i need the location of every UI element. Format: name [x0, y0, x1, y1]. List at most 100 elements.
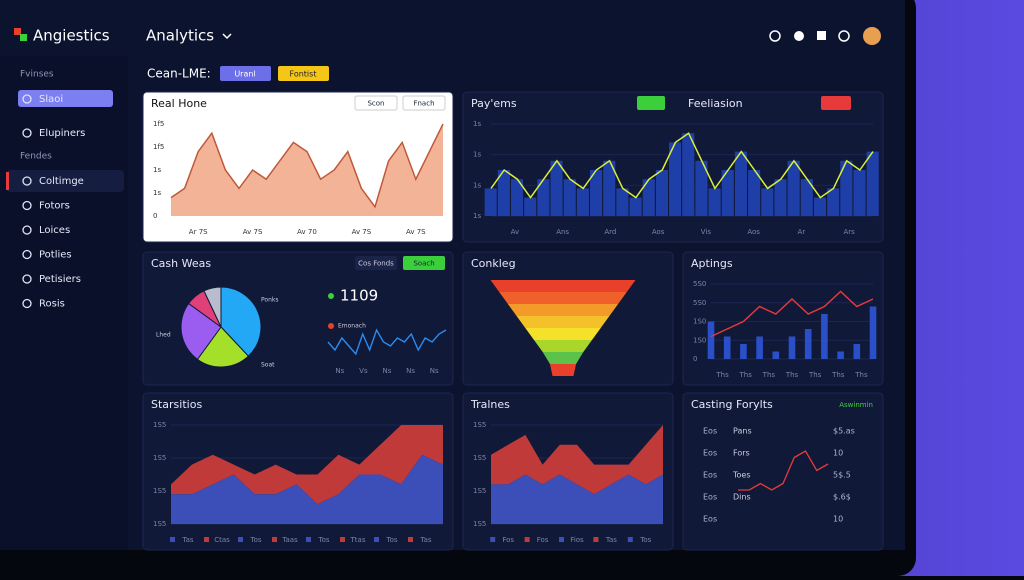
panel-button[interactable]: [403, 256, 445, 270]
pie-slice: [196, 326, 250, 368]
chip-label[interactable]: Uranl: [234, 70, 255, 79]
panel: [682, 251, 884, 386]
y-tick-label: 1S5: [473, 487, 486, 495]
bar: [869, 306, 877, 359]
x-tick-label: Ths: [785, 371, 799, 379]
panel-button-label[interactable]: Fnach: [413, 100, 434, 108]
bar: [629, 197, 642, 216]
section-title[interactable]: Analytics: [146, 27, 214, 45]
bar: [682, 133, 695, 216]
search-icon[interactable]: [769, 30, 781, 42]
legend-swatch: [204, 537, 209, 542]
sidebar-item[interactable]: Loices: [39, 225, 70, 236]
x-tick-label: Ns: [383, 367, 392, 375]
legend-swatch: [490, 537, 496, 542]
y-tick-label: 1f5: [153, 120, 164, 128]
sidebar-item[interactable]: Rosis: [39, 299, 65, 310]
bar: [827, 188, 840, 216]
bar: [590, 170, 603, 216]
bar: [669, 142, 682, 216]
bar: [787, 160, 800, 216]
sidebar-item[interactable]: Potlies: [39, 250, 72, 261]
avatar[interactable]: [863, 27, 881, 45]
x-tick-label: Tos: [385, 536, 397, 544]
panel-button-label[interactable]: Cos Fonds: [358, 260, 394, 268]
bar: [510, 179, 524, 216]
panel-title: Cash Weas: [151, 257, 211, 270]
funnel-band: [516, 316, 610, 328]
sidebar-item[interactable]: Slaoi: [39, 94, 63, 105]
funnel-band: [534, 340, 592, 352]
pie-label: Soat: [261, 362, 275, 369]
pie-slice: [220, 286, 262, 357]
bar: [756, 336, 763, 359]
table-cell: Eos: [703, 449, 717, 458]
panel-title: Conkleg: [471, 257, 516, 270]
x-tick-label: Ns: [406, 367, 415, 375]
pie-slice: [180, 302, 222, 361]
y-tick-label: 1s: [473, 212, 481, 220]
bar: [563, 179, 576, 216]
panel-title: Casting Forylts: [691, 398, 773, 411]
table-cell: Pans: [733, 427, 752, 436]
y-tick-label: 1S5: [473, 421, 486, 429]
x-tick-label: Ths: [831, 371, 845, 379]
sidebar-item[interactable]: Elupiners: [39, 128, 85, 139]
legend-swatch: [559, 537, 564, 542]
y-tick-label: 1S5: [153, 487, 166, 495]
x-tick-label: Tos: [317, 536, 329, 544]
chip[interactable]: [278, 66, 329, 81]
legend-swatch: [593, 537, 599, 542]
table-cell: 5$.5: [833, 471, 851, 480]
item-highlight[interactable]: [6, 170, 124, 192]
logo: Angiestics: [33, 27, 110, 45]
panel-button[interactable]: [637, 96, 665, 110]
sidebar-item[interactable]: Fotors: [39, 201, 70, 212]
panel-button[interactable]: [355, 256, 397, 270]
sidebar-item[interactable]: Coltimge: [39, 176, 84, 187]
x-tick-label: Tos: [249, 536, 261, 544]
legend-label: Emonach: [338, 323, 366, 330]
x-tick-label: Fios: [570, 536, 584, 544]
bar: [707, 321, 715, 359]
x-tick-label: Tas: [605, 536, 617, 544]
bar: [576, 188, 589, 216]
bar: [616, 188, 629, 216]
panel-button-label[interactable]: Scon: [367, 100, 384, 108]
chip-label[interactable]: Fontist: [290, 70, 317, 79]
bar: [721, 170, 734, 216]
settings-icon[interactable]: [817, 31, 826, 40]
panel-title: Tralnes: [470, 398, 510, 411]
sidebar-item[interactable]: Petisiers: [39, 274, 81, 285]
x-tick-label: Fos: [502, 536, 514, 544]
x-tick-label: Ttas: [350, 536, 366, 544]
legend-swatch: [328, 323, 334, 329]
active-item[interactable]: [18, 90, 113, 107]
help-icon[interactable]: [838, 30, 850, 42]
bar: [837, 351, 844, 359]
x-tick-label: Ar: [798, 228, 806, 236]
panel-badge[interactable]: [821, 96, 851, 110]
pie-slice: [203, 286, 222, 328]
funnel-band: [490, 280, 636, 292]
legend-swatch: [408, 537, 413, 542]
chevron[interactable]: [222, 33, 232, 40]
panel-button[interactable]: [402, 95, 446, 111]
trend-line: [710, 290, 874, 338]
trend-line: [490, 132, 874, 199]
bar: [866, 151, 879, 216]
panel-title: Feeliasion: [688, 97, 743, 110]
bar: [484, 188, 497, 216]
x-tick-label: Tos: [639, 536, 651, 544]
notify-icon[interactable]: [794, 31, 804, 41]
legend-swatch: [627, 537, 633, 542]
line: [327, 328, 447, 356]
item-icon: [22, 94, 32, 104]
panel-button-label[interactable]: Soach: [413, 260, 434, 268]
bar: [734, 151, 748, 216]
y-tick-label: 1S5: [473, 520, 486, 528]
chip[interactable]: [220, 66, 271, 81]
x-tick-label: Ar 7S: [189, 228, 208, 236]
panel-button[interactable]: [354, 95, 398, 111]
